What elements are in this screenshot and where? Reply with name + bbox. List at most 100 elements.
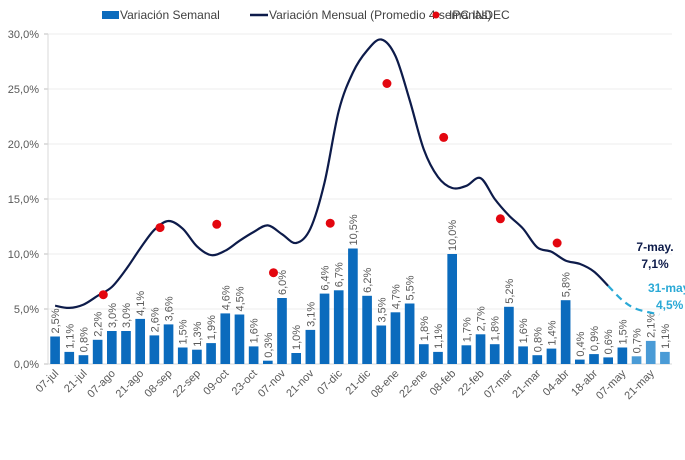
- bar-data-label: 10,5%: [348, 214, 360, 245]
- annotation-31-may-value: 4,5%: [656, 298, 684, 312]
- x-tick-label: 07-nov: [256, 367, 289, 400]
- bar-data-label: 6,4%: [320, 265, 332, 290]
- bar-data-label: 3,0%: [107, 303, 119, 328]
- grid-lines: [48, 33, 672, 310]
- bar: [532, 355, 543, 364]
- ipc-point: [98, 290, 108, 300]
- bar-data-label: 2,5%: [50, 308, 62, 333]
- y-axis: 0,0% 5,0% 10,0% 15,0% 20,0% 25,0% 30,0%: [8, 29, 49, 371]
- ipc-point: [268, 268, 278, 278]
- bar: [50, 336, 60, 364]
- bar-series-variacion-semanal: [50, 248, 670, 364]
- bar: [660, 351, 670, 364]
- bar: [362, 295, 372, 364]
- bar: [390, 312, 401, 364]
- legend-label-variacion-semanal: Variación Semanal: [120, 8, 220, 22]
- bar-data-label: 1,1%: [660, 324, 672, 349]
- bar-data-label: 4,7%: [390, 284, 402, 309]
- bar: [631, 356, 642, 364]
- bar-data-label: 1,6%: [518, 318, 530, 343]
- x-tick-label: 21-nov: [284, 367, 317, 400]
- x-tick-label: 09-oct: [201, 368, 231, 398]
- bar: [574, 359, 585, 364]
- bar-data-label: 1,9%: [206, 315, 218, 340]
- bar-data-label: 1,0%: [291, 325, 303, 350]
- line-series-variacion-mensual: [54, 38, 660, 316]
- bar: [617, 347, 628, 364]
- x-tick-label: 07-ago: [85, 368, 118, 401]
- bar-data-label: 4,5%: [234, 286, 246, 311]
- bar: [234, 314, 245, 364]
- ipc-point: [552, 238, 562, 248]
- bar-data-label: 1,7%: [461, 317, 473, 342]
- x-tick-label: 23-oct: [230, 368, 260, 398]
- bar: [163, 324, 174, 364]
- bar: [461, 345, 472, 364]
- x-tick-label: 07-mar: [482, 367, 515, 400]
- bar: [192, 349, 202, 364]
- ipc-point: [212, 219, 222, 229]
- ipc-point: [155, 223, 165, 233]
- bar: [262, 360, 273, 364]
- bar-data-label: 5,2%: [504, 279, 516, 304]
- bar: [305, 329, 316, 364]
- bar-data-label: 3,0%: [121, 303, 133, 328]
- x-tick-label: 07-jul: [34, 368, 62, 396]
- bar: [546, 348, 557, 364]
- bar-data-label: 2,1%: [646, 313, 658, 338]
- bar: [589, 354, 599, 364]
- bar: [291, 353, 302, 364]
- bar-data-label: 1,8%: [419, 316, 431, 341]
- y-tick-label: 0,0%: [14, 359, 39, 371]
- bar: [504, 306, 514, 364]
- bar-data-label: 0,6%: [603, 329, 615, 354]
- y-tick-label: 15,0%: [8, 194, 39, 206]
- y-tick-label: 10,0%: [8, 249, 39, 261]
- bar-data-label: 1,5%: [617, 319, 629, 344]
- ipc-point: [439, 132, 449, 142]
- x-tick-label: 21-ago: [114, 368, 147, 401]
- x-tick-label: 22-ene: [397, 368, 430, 401]
- x-tick-label: 07-may: [594, 367, 629, 402]
- x-tick-label: 04-abr: [541, 367, 572, 398]
- bar-data-label: 2,7%: [476, 306, 488, 331]
- bar: [376, 325, 387, 364]
- annotations: 7-may. 7,1% 31-may 4,5%: [636, 240, 685, 312]
- bar-data-label: 0,8%: [532, 327, 544, 352]
- bar-data-label: 0,8%: [78, 327, 90, 352]
- x-tick-label: 08-sep: [142, 368, 174, 400]
- bar: [319, 293, 330, 364]
- bar-data-label: 5,5%: [405, 275, 417, 300]
- scatter-series-ipc-indec: [98, 79, 562, 300]
- bar-data-label: 0,7%: [632, 328, 644, 353]
- x-tick-label: 08-ene: [369, 368, 402, 401]
- bar: [248, 346, 259, 364]
- bar: [404, 303, 415, 364]
- bar: [78, 355, 89, 364]
- legend-label-ipc-indec: IPC INDEC: [449, 8, 510, 22]
- x-tick-label: 07-dic: [315, 367, 345, 397]
- bar-data-label: 1,3%: [192, 321, 204, 346]
- ipc-point: [325, 218, 335, 228]
- x-tick-label: 22-sep: [171, 368, 203, 400]
- bar: [518, 346, 528, 364]
- bar-data-label: 2,2%: [93, 312, 105, 337]
- bar: [106, 331, 117, 364]
- monthly-line-projection: [607, 285, 660, 316]
- ipc-point: [382, 79, 392, 88]
- bar: [333, 290, 344, 364]
- bar-data-label: 1,1%: [433, 324, 445, 349]
- bar-data-label: 1,4%: [546, 320, 558, 345]
- bar: [475, 334, 486, 364]
- bar-data-label: 2,6%: [149, 307, 161, 332]
- bar-data-labels: 2,5%1,1% 0,8%2,2% 3,0% 3,0% 4,1%2,6% 3,6%1,5%…: [50, 214, 672, 358]
- bar-data-label: 4,6%: [220, 285, 232, 310]
- bar-data-label: 6,0%: [277, 270, 289, 295]
- bar: [92, 339, 103, 364]
- legend-swatch-ipc-indec: [432, 11, 440, 19]
- bar-data-label: 5,8%: [561, 272, 573, 297]
- bar: [418, 344, 429, 364]
- bar: [560, 300, 571, 364]
- bar: [135, 318, 146, 364]
